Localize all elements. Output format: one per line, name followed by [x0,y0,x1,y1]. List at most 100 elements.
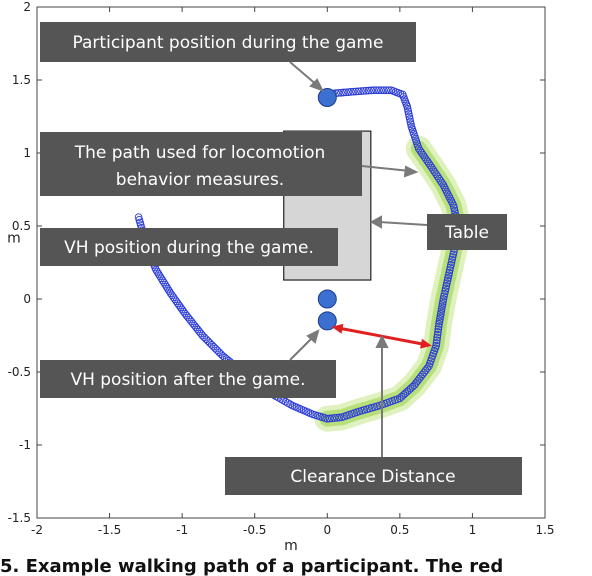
path-point [178,305,186,314]
path-point [434,322,443,331]
path-point [175,301,184,310]
path-point [323,414,332,423]
path-point [448,253,457,261]
path-point [156,272,164,281]
path-point [344,88,353,96]
path-point [443,279,451,288]
path-point [372,86,381,95]
annotation-table-text: Table [444,223,489,243]
path-point [447,260,455,269]
path-point [369,86,378,95]
pointer-path-head [403,165,419,178]
path-point [447,258,456,267]
path-point [337,88,345,97]
marker-layer [317,88,337,331]
path-point [449,250,458,259]
path-point [434,325,443,334]
path-point [436,315,444,323]
pointer-vh-after-head [306,329,320,344]
path-point [435,319,443,328]
axes: -2 -1.5 -1 -0.5 0 0.5 1 1.5-1.5-1-0.500.511.52m… [7,0,554,554]
x-tick-label: -1 [176,523,188,537]
path-point [165,287,174,295]
path-point [169,293,178,302]
path-point [213,346,222,355]
path-point [281,397,290,406]
path-point [325,414,334,423]
path-point [176,303,185,312]
y-tick-label: -1 [19,438,31,452]
path-point [204,337,212,345]
path-point [440,292,448,301]
path-point [423,364,432,373]
path-point [173,299,182,308]
pointer-table [377,221,428,226]
path-point [442,282,451,290]
annotation-path-line2: behavior measures. [116,170,284,190]
path-point [354,87,363,96]
y-tick-label: 1.5 [12,73,31,87]
annotation-path-line1: The path used for locomotion [74,143,326,163]
x-axis-label: m [284,538,298,554]
path-point [154,270,163,278]
path-point [166,289,175,298]
path-point [433,333,442,342]
path-point [437,305,446,313]
path-point [446,263,455,272]
annotation-vh-during: VH position during the game. [40,228,338,266]
path-point [335,413,344,422]
path-point [339,88,348,97]
annotation-vh-after: VH position after the game. [40,360,336,398]
path-point [438,300,447,308]
callout-pointers [289,61,428,457]
pointer-vh-after [289,335,315,361]
path-point [160,278,168,287]
y-tick-label: 2 [23,0,31,14]
x-tick-label: 0 [323,523,331,537]
path-point [445,266,454,274]
annotation-table: Table [427,214,507,250]
y-tick-label: 1 [23,146,31,160]
path-point [352,87,360,96]
path-point [330,414,339,422]
path-point [440,289,449,298]
plot-frame [36,6,546,519]
path-point [152,265,160,274]
path-point [434,328,442,336]
x-tick-label: -1.5 [98,523,121,537]
y-tick-label: 0 [23,292,31,306]
path-point [439,297,447,306]
path-point [161,280,170,289]
path-point [162,282,171,291]
y-tick-label: -0.5 [8,365,31,379]
path-point [416,146,425,155]
path-point [333,413,341,422]
y-axis-label: m [7,231,21,247]
path-point [283,399,292,407]
path-point [433,330,442,339]
x-tick-label: 1 [469,523,477,537]
annotation-participant: Participant position during the game [40,22,416,62]
path-point [382,86,391,95]
position-marker-vh-after [317,311,337,331]
path-point [153,268,162,276]
annotation-path: The path used for locomotion behavior me… [40,132,362,196]
annotation-participant-text: Participant position during the game [73,33,384,53]
y-tick-label: -1.5 [8,511,31,525]
figure-caption: 5. Example walking path of a participant… [0,556,503,576]
path-point [444,271,453,280]
path-point [436,312,445,321]
annotation-clearance: Clearance Distance [225,457,522,495]
path-point [438,302,446,311]
position-marker-vh-during [317,289,337,309]
path-point [207,340,216,349]
path-point [342,88,350,97]
path-point [448,255,456,264]
path-point [377,86,386,95]
pointer-clearance-head [375,334,389,348]
path-point [444,274,452,282]
path-point [432,341,440,350]
path-point [328,414,336,423]
path-point [172,297,181,306]
x-tick-label: -0.5 [243,523,266,537]
